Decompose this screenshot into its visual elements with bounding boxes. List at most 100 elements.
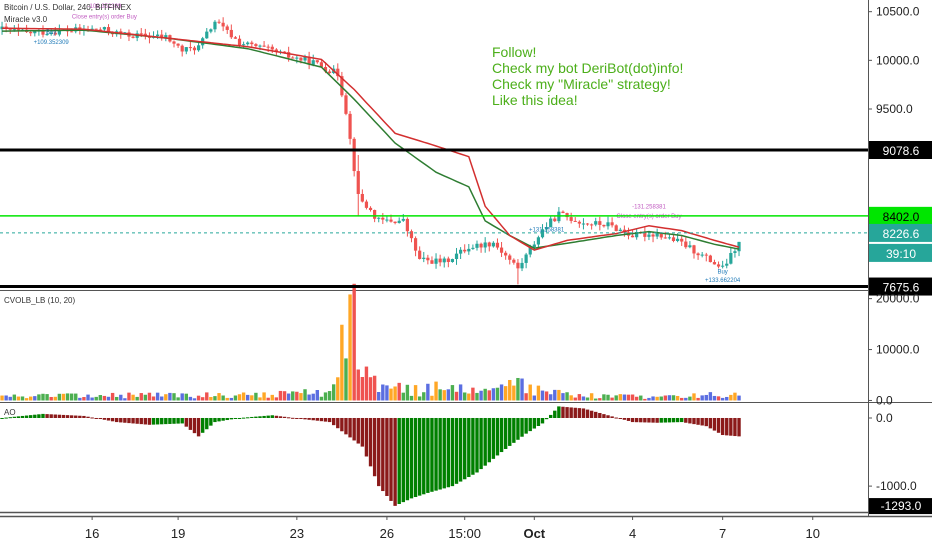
volume-bar — [266, 397, 270, 401]
level-price-tag — [869, 277, 932, 296]
ao-bar — [348, 417, 352, 438]
candle-body — [188, 47, 192, 49]
ao-bar — [667, 417, 672, 423]
candle-body — [352, 138, 356, 172]
volume-bar — [733, 392, 737, 401]
ao-bar — [573, 407, 577, 418]
candle-body — [385, 219, 389, 221]
ao-bar — [622, 417, 627, 420]
candle-body — [266, 46, 270, 48]
countdown-label: 39:10 — [886, 247, 916, 261]
level-price-tag — [869, 141, 932, 160]
ao-bar — [675, 417, 680, 423]
ao-bar — [634, 417, 639, 423]
candle-body — [98, 29, 102, 31]
volume-bar — [377, 392, 381, 401]
ao-bar — [155, 417, 160, 425]
candle-body — [504, 252, 508, 256]
volume-indicator-title: CVOLB_LB (10, 20) — [4, 296, 76, 305]
volume-bar — [684, 397, 688, 401]
candle-body — [307, 56, 311, 65]
ao-bar — [61, 414, 66, 418]
x-tick-label: Oct — [523, 526, 545, 541]
candle-body — [274, 49, 278, 53]
ao-bar — [544, 417, 549, 420]
candle-body — [381, 217, 385, 220]
candle-body — [229, 29, 233, 38]
ao-bar — [610, 416, 614, 418]
candle-body — [389, 219, 393, 222]
candle-body — [184, 47, 188, 52]
ao-bar — [487, 417, 491, 463]
candle-body — [172, 41, 176, 44]
ao-bar — [626, 417, 631, 421]
ao-bar — [4, 417, 8, 419]
ao-bar — [225, 417, 229, 421]
current-price-tag — [869, 223, 932, 242]
current-price-label: 8226.6 — [883, 227, 920, 241]
volume-bar — [675, 395, 680, 401]
volume-bar — [688, 396, 692, 401]
candle-body — [41, 30, 45, 35]
trade-label: +133.662204 — [705, 278, 741, 284]
ao-bar — [98, 417, 103, 420]
volume-bar — [389, 388, 393, 401]
ao-bar — [352, 417, 356, 441]
promo-line: Check my bot DeriBot(dot)info! — [492, 60, 684, 76]
volume-bar — [671, 395, 676, 401]
candle-body — [4, 26, 8, 29]
ao-bar — [65, 415, 70, 418]
volume-bar — [160, 396, 164, 401]
candle-body — [704, 254, 708, 256]
volume-bar — [225, 397, 229, 401]
candle-body — [221, 22, 225, 27]
x-tick-label: 7 — [719, 526, 726, 541]
candle-body — [602, 224, 606, 227]
candle-body — [495, 242, 500, 248]
level-price-label: 9078.6 — [883, 144, 920, 158]
ao-bar — [733, 417, 737, 437]
volume-bar — [37, 394, 41, 401]
volume-bar — [569, 395, 573, 401]
candle-body — [573, 220, 577, 222]
candle-body — [516, 262, 520, 269]
level-price-tag — [869, 206, 932, 225]
candle-body — [57, 30, 61, 35]
ao-bar — [270, 415, 274, 418]
candle-body — [196, 45, 201, 51]
ao-bar — [364, 417, 369, 457]
volume-bar — [254, 392, 258, 401]
ao-bar — [196, 417, 201, 437]
candle-body — [508, 255, 512, 260]
volume-bar — [57, 393, 62, 401]
volume-bar — [364, 366, 369, 401]
ao-bar — [516, 417, 520, 440]
candle-body — [725, 263, 729, 266]
ao-bar — [356, 417, 360, 444]
ao-bar — [180, 417, 184, 424]
volume-bar — [540, 390, 545, 401]
volume-bar — [33, 396, 37, 401]
volume-bar — [622, 394, 627, 401]
ao-bar — [33, 414, 37, 418]
volume-bar — [123, 398, 127, 401]
ao-bar — [233, 417, 238, 419]
volume-bar — [372, 375, 377, 401]
volume-bar — [0, 395, 4, 401]
volume-bar — [417, 396, 422, 401]
volume-bar — [61, 393, 66, 401]
volume-bar — [737, 395, 741, 401]
volume-bar — [712, 395, 717, 401]
candle-body — [242, 44, 246, 46]
candle-body — [213, 21, 217, 30]
ao-bar — [291, 417, 295, 419]
volume-bar — [356, 369, 360, 401]
ao-bar — [172, 417, 176, 424]
y-tick-label: -1000.0 — [876, 479, 917, 493]
volume-bar — [692, 393, 696, 401]
ao-bar — [671, 417, 676, 423]
volume-bar — [327, 391, 332, 401]
volume-bar — [589, 393, 594, 401]
volume-bar — [426, 383, 430, 401]
